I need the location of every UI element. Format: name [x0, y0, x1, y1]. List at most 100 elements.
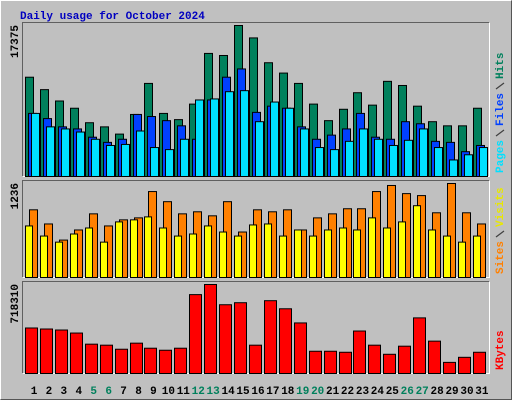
x-tick-label: 18	[281, 386, 295, 398]
bar	[46, 126, 55, 178]
plot-border-dark	[22, 180, 490, 278]
bar	[404, 139, 413, 177]
x-tick-label: 31	[475, 386, 489, 398]
x-tick-label: 15	[236, 386, 250, 398]
x-tick-label: 26	[401, 386, 414, 398]
bar	[204, 225, 212, 278]
bar	[398, 345, 411, 374]
bar	[85, 227, 93, 279]
bar	[159, 349, 172, 374]
legend-separator	[495, 129, 505, 137]
legend-entry: Files	[495, 93, 507, 126]
bar	[473, 235, 481, 278]
x-tick-label: 11	[177, 386, 191, 398]
bar	[294, 322, 307, 375]
bar	[413, 317, 426, 375]
bar	[324, 350, 337, 374]
bar	[100, 241, 108, 279]
bar	[91, 138, 100, 178]
bar	[300, 128, 309, 178]
bar	[40, 328, 53, 374]
bar	[398, 221, 406, 278]
x-tick-label: 30	[460, 386, 473, 398]
bar	[100, 344, 113, 374]
bar	[345, 140, 354, 178]
bar	[115, 348, 128, 374]
bar	[234, 302, 247, 374]
x-tick-label: 22	[341, 386, 354, 398]
bar	[368, 217, 376, 279]
bar	[458, 241, 466, 279]
bar	[464, 154, 473, 178]
bar	[174, 347, 187, 374]
bar	[309, 350, 322, 374]
x-tick-label: 14	[221, 386, 235, 398]
bar	[55, 329, 68, 375]
legend-entry: Hits	[495, 53, 507, 79]
y-tick-label: 718310	[10, 284, 22, 324]
bar	[240, 90, 249, 177]
bar	[473, 351, 486, 375]
x-tick-label: 12	[192, 386, 205, 398]
bar	[195, 99, 204, 177]
bar	[309, 235, 317, 278]
bar	[219, 304, 232, 374]
bar	[285, 107, 294, 177]
bar	[189, 233, 197, 278]
bar	[339, 227, 347, 279]
bar	[136, 130, 145, 178]
x-tick-label: 21	[326, 386, 340, 398]
bar	[383, 227, 391, 279]
plot-border-dark	[22, 22, 490, 177]
bar	[353, 229, 361, 278]
bar	[40, 235, 48, 278]
bar	[165, 149, 174, 177]
x-tick-label: 23	[356, 386, 370, 398]
x-tick-label: 8	[135, 386, 142, 398]
plot-border-dark	[22, 281, 490, 374]
bar	[264, 300, 277, 375]
bar	[389, 144, 398, 178]
bar	[70, 332, 83, 375]
bar	[434, 147, 443, 177]
bar	[189, 294, 202, 374]
legend-separator	[495, 230, 505, 238]
bar	[25, 225, 33, 278]
x-tick-label: 9	[150, 386, 157, 398]
chart-title: Daily usage for October 2024	[20, 11, 205, 23]
bar	[339, 351, 352, 375]
x-tick-label: 7	[120, 386, 127, 398]
legend-separator	[495, 82, 505, 90]
bar	[55, 241, 63, 279]
x-tick-label: 19	[296, 386, 309, 398]
bar	[264, 223, 272, 279]
bar	[249, 224, 257, 279]
x-tick-label: 4	[75, 386, 82, 398]
bar	[225, 91, 234, 177]
bar	[443, 361, 456, 374]
x-tick-label: 10	[162, 386, 175, 398]
bar	[359, 128, 368, 178]
x-tick-label: 20	[311, 386, 324, 398]
bar	[458, 356, 471, 374]
bar	[70, 233, 78, 278]
bar	[419, 128, 428, 178]
bar	[150, 147, 159, 177]
y-tick-label: 17375	[10, 25, 22, 58]
bar	[279, 308, 292, 375]
bar	[368, 344, 381, 374]
x-tick-label: 17	[266, 386, 279, 398]
bar	[180, 138, 189, 178]
bar	[159, 227, 167, 279]
bar	[279, 235, 287, 278]
x-tick-label: 29	[445, 386, 458, 398]
x-tick-label: 24	[371, 386, 385, 398]
x-tick-label: 28	[431, 386, 445, 398]
bar	[315, 147, 324, 177]
legend-entry: Pages	[495, 140, 507, 173]
bar	[479, 147, 488, 177]
bar	[413, 205, 421, 278]
bar	[31, 112, 40, 177]
bar	[249, 344, 262, 374]
